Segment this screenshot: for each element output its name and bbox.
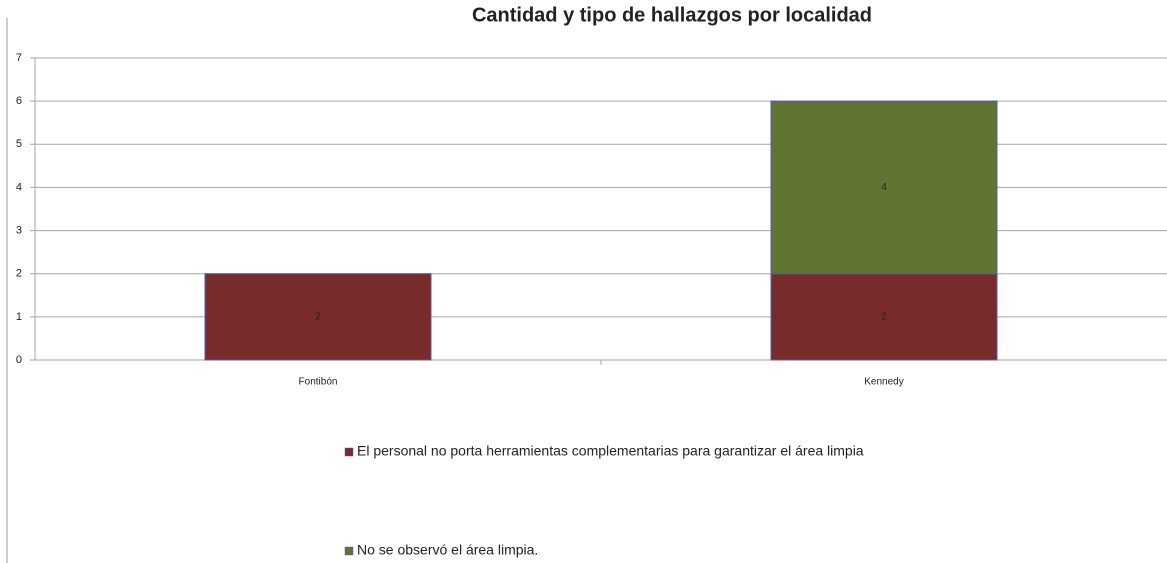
y-tick-label: 5 [16, 138, 22, 150]
data-label: 2 [881, 311, 887, 322]
legend-label: El personal no porta herramientas comple… [357, 443, 864, 459]
y-tick-label: 0 [16, 354, 22, 366]
bar-segment [770, 100, 998, 275]
chart-title: Cantidad y tipo de hallazgos por localid… [472, 4, 872, 26]
y-tick-label: 1 [16, 311, 22, 323]
y-tick-label: 2 [16, 268, 22, 280]
x-tick-label: Fontibón [299, 377, 338, 388]
data-label: 2 [315, 311, 321, 322]
legend-swatch [344, 546, 354, 556]
y-tick-label: 7 [16, 52, 22, 64]
bar-segment [204, 273, 432, 361]
y-tick-label: 4 [16, 181, 22, 193]
y-tick-label: 6 [16, 95, 22, 107]
bar-segment [770, 273, 998, 361]
legend-swatch [344, 447, 354, 457]
x-tick-label: Kennedy [864, 377, 903, 388]
legend-label: No se observó el área limpia. [357, 542, 538, 558]
y-tick-label: 3 [16, 224, 22, 236]
data-label: 4 [881, 182, 887, 193]
